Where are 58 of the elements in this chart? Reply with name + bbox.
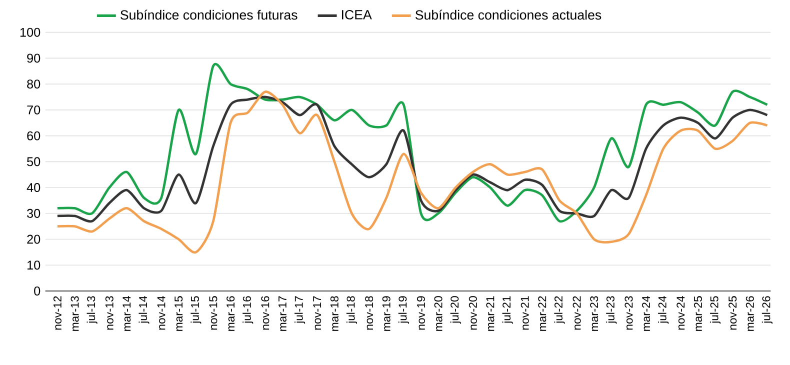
y-tick-label: 30 bbox=[27, 208, 40, 218]
x-tick-label: jul-21 bbox=[502, 296, 513, 324]
x-tick-label: jul-15 bbox=[190, 296, 202, 324]
y-tick-label: 40 bbox=[26, 183, 40, 192]
legend-label: Subíndice condiciones actuales bbox=[415, 10, 602, 20]
x-tick-label: nov-15 bbox=[209, 296, 218, 330]
y-tick-label: 100 bbox=[20, 28, 40, 37]
x-tick-label: nov-16 bbox=[261, 296, 270, 330]
y-tick-label: 0 bbox=[34, 286, 40, 296]
x-tick-label: jul-16 bbox=[242, 296, 254, 324]
y-tick-label: 20 bbox=[27, 234, 40, 244]
y-tick-label: 70 bbox=[27, 105, 40, 114]
x-tick-label: jul-25 bbox=[710, 296, 721, 324]
x-tick-label: mar-21 bbox=[486, 296, 494, 331]
y-tick-label: 90 bbox=[27, 54, 40, 63]
y-tick-label: 60 bbox=[27, 131, 40, 140]
x-tick-label: jul-14 bbox=[138, 296, 150, 324]
y-tick-label: 50 bbox=[27, 157, 40, 166]
x-tick-label: nov-14 bbox=[157, 296, 166, 330]
x-tick-label: nov-22 bbox=[572, 296, 581, 330]
x-tick-label: mar-25 bbox=[694, 296, 702, 331]
x-tick-label: nov-25 bbox=[728, 296, 737, 330]
x-tick-label: nov-12 bbox=[53, 296, 62, 330]
x-tick-label: jul-26 bbox=[762, 296, 772, 324]
x-tick-label: nov-13 bbox=[105, 296, 114, 330]
x-tick-label: mar-19 bbox=[382, 296, 390, 331]
x-tick-label: jul-22 bbox=[554, 296, 565, 324]
x-tick-label: jul-13 bbox=[86, 296, 98, 324]
x-tick-label: jul-19 bbox=[398, 296, 409, 324]
x-tick-label: jul-23 bbox=[606, 296, 617, 324]
y-tick-label: 10 bbox=[27, 260, 40, 270]
x-tick-label: mar-20 bbox=[434, 296, 442, 331]
x-tick-label: mar-26 bbox=[746, 296, 754, 331]
x-tick-label: mar-22 bbox=[538, 296, 546, 331]
x-tick-label: mar-13 bbox=[70, 296, 79, 331]
x-tick-label: jul-24 bbox=[658, 296, 669, 324]
legend-label: Subíndice condiciones futuras bbox=[120, 10, 298, 20]
x-tick-label: mar-16 bbox=[226, 296, 235, 331]
x-tick-label: jul-20 bbox=[450, 296, 461, 324]
x-tick-label: mar-18 bbox=[330, 296, 338, 331]
x-tick-label: mar-14 bbox=[122, 296, 131, 331]
x-tick-label: nov-18 bbox=[365, 296, 374, 330]
x-tick-label: mar-15 bbox=[174, 296, 183, 331]
x-tick-label: nov-23 bbox=[624, 296, 633, 330]
x-tick-label: mar-17 bbox=[278, 296, 286, 331]
line-series bbox=[56, 96, 768, 223]
line-series bbox=[56, 90, 768, 254]
x-tick-label: nov-24 bbox=[676, 296, 685, 330]
legend-label: ICEA bbox=[342, 10, 372, 20]
y-tick-label: 80 bbox=[27, 80, 40, 89]
x-tick-label: mar-23 bbox=[590, 296, 598, 331]
x-tick-label: nov-21 bbox=[520, 296, 529, 330]
x-tick-label: nov-17 bbox=[313, 296, 322, 330]
x-tick-label: nov-20 bbox=[468, 296, 477, 330]
x-tick-label: jul-17 bbox=[294, 296, 306, 324]
x-tick-label: jul-18 bbox=[346, 296, 358, 324]
x-tick-label: nov-19 bbox=[416, 296, 425, 330]
x-tick-label: mar-24 bbox=[642, 296, 650, 331]
